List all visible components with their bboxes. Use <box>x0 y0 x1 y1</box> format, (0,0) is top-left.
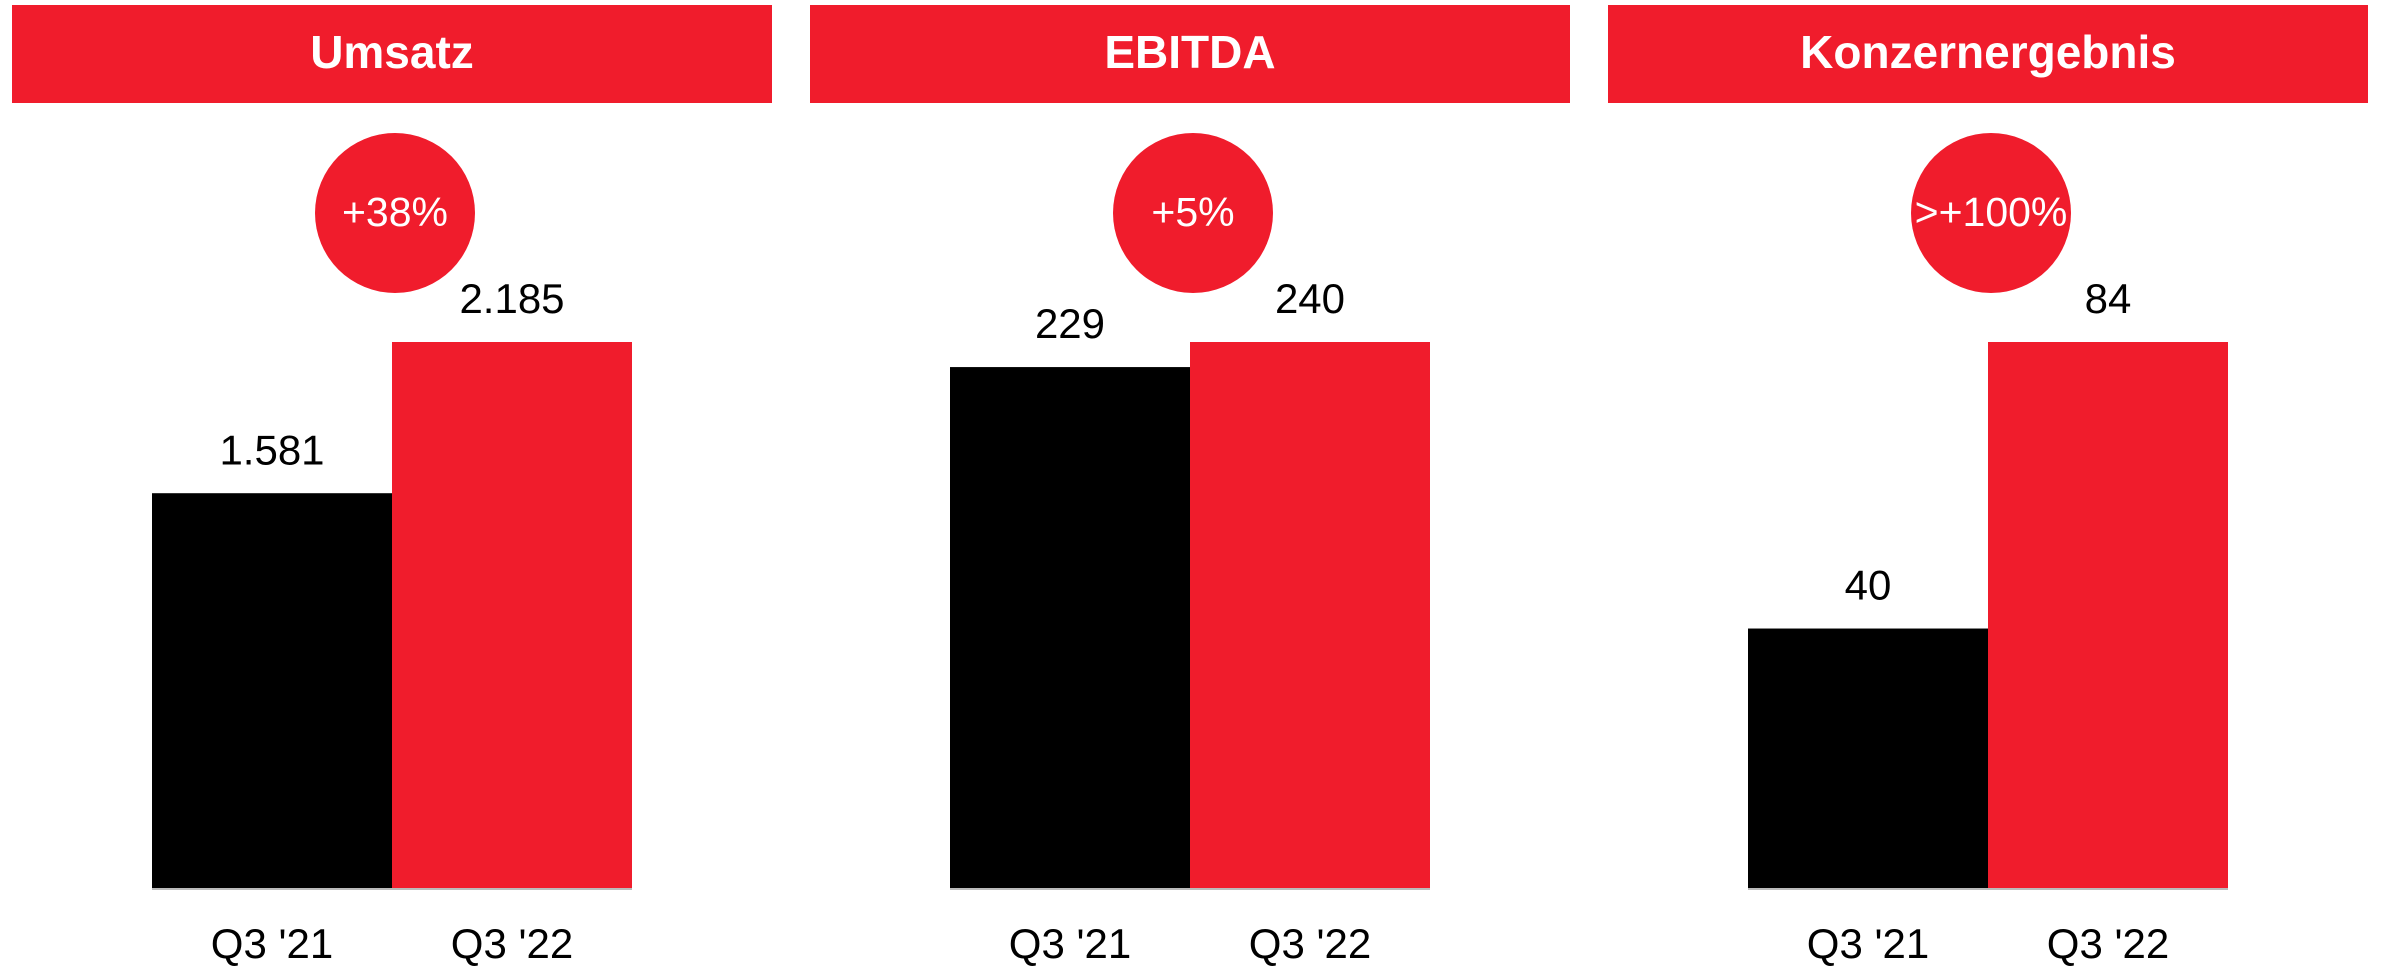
value-label: 84 <box>2085 275 2132 322</box>
growth-badge <box>1911 133 2071 293</box>
growth-label: >+100% <box>1915 189 2068 235</box>
value-label: 240 <box>1275 275 1345 322</box>
growth-badge <box>315 133 475 293</box>
category-label: Q3 '21 <box>211 920 333 967</box>
value-label: 40 <box>1845 562 1892 609</box>
bar <box>1988 342 2228 889</box>
header-bar <box>12 5 772 103</box>
bar <box>152 493 392 889</box>
value-label: 1.581 <box>219 426 324 473</box>
growth-badge <box>1113 133 1273 293</box>
value-label: 2.185 <box>459 275 564 322</box>
chart-title: Konzernergebnis <box>1800 26 2176 78</box>
category-label: Q3 '21 <box>1807 920 1929 967</box>
category-label: Q3 '22 <box>2047 920 2169 967</box>
header-bar <box>810 5 1570 103</box>
bar <box>1190 342 1430 889</box>
bar <box>392 342 632 889</box>
chart-title: EBITDA <box>1104 26 1275 78</box>
value-label: 229 <box>1035 300 1105 347</box>
chart-title: Umsatz <box>310 26 474 78</box>
bar <box>950 367 1190 890</box>
growth-label: +38% <box>342 189 448 235</box>
header-bar <box>1608 5 2368 103</box>
growth-label: +5% <box>1151 189 1234 235</box>
bar <box>1748 628 1988 889</box>
category-label: Q3 '21 <box>1009 920 1131 967</box>
category-label: Q3 '22 <box>451 920 573 967</box>
category-label: Q3 '22 <box>1249 920 1371 967</box>
